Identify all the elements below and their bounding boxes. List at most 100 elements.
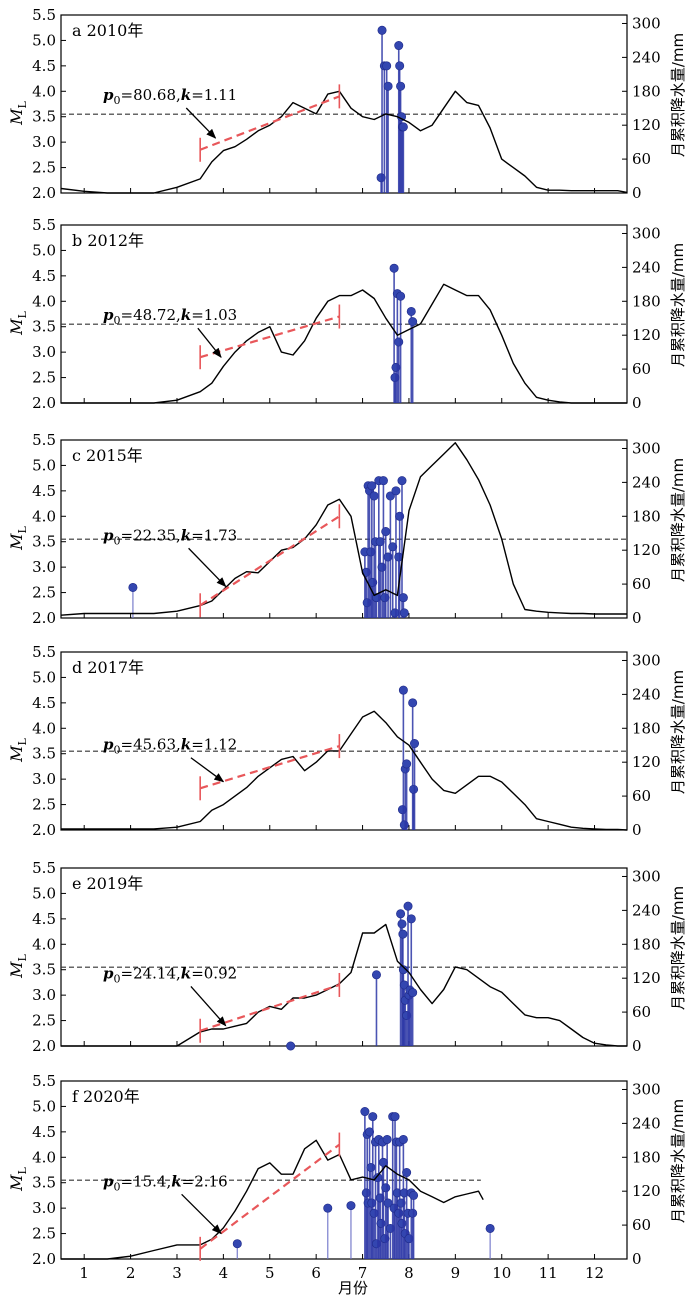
fit-line — [199, 983, 340, 1032]
event-marker — [366, 1162, 376, 1172]
y2-tick-label: 300 — [632, 651, 661, 669]
event-marker — [390, 1112, 400, 1122]
precipitation-line — [61, 710, 628, 831]
panel-frame — [60, 224, 628, 404]
fit-annotation: p0=80.68,k=1.11 — [103, 86, 237, 107]
y2-tick-label: 120 — [632, 116, 661, 134]
y-tick-label: 4.5 — [32, 694, 56, 712]
event-marker — [368, 1112, 378, 1122]
y-axis-label: ML — [7, 953, 29, 978]
y-tick-label: 2.5 — [32, 1225, 56, 1243]
event-marker — [389, 263, 399, 273]
x-tick-label: 6 — [311, 1264, 321, 1282]
event-marker — [369, 491, 379, 501]
event-marker — [397, 919, 407, 929]
event-marker — [396, 909, 406, 919]
panel-c: 2.0 2.5 3.0 3.5 4.0 4.5 5.0 5.5 0 60 120 180 240 300 M… — [7, 431, 687, 627]
annotation-p0-symbol: p — [103, 306, 114, 324]
annotation-arrow — [190, 757, 225, 783]
annotation-p0-value: =24.14, — [121, 964, 181, 982]
y-tick-label: 2.5 — [32, 369, 56, 387]
x-axis-label: 月份 — [338, 1279, 368, 1297]
annotation-k-symbol: k — [181, 964, 191, 982]
y2-axis-label: 月累积降水量/mm — [669, 886, 687, 1010]
annotation-p0-value: =48.72, — [121, 306, 181, 324]
y2-tick-label: 120 — [632, 326, 661, 344]
annotation-arrow — [197, 327, 222, 359]
x-tick-label: 11 — [539, 1264, 558, 1282]
y-tick-label: 3.0 — [32, 133, 56, 151]
y-tick-label: 4.0 — [32, 1148, 56, 1166]
y-tick-label: 3.0 — [32, 1199, 56, 1217]
annotation-p0-sub: 0 — [114, 534, 121, 547]
y-tick-label: 5.0 — [32, 1097, 56, 1115]
y-tick-label: 2.0 — [32, 1037, 56, 1055]
y-tick-label: 3.5 — [32, 745, 56, 763]
event-marker — [394, 337, 404, 347]
annotation-p0-value: =15.4, — [121, 1172, 172, 1190]
event-marker — [346, 1201, 356, 1211]
annotation-k-value: =1.11 — [191, 86, 237, 104]
x-tick-label: 10 — [492, 1264, 511, 1282]
x-tick-label: 1 — [79, 1264, 89, 1282]
y-tick-label: 2.0 — [32, 609, 56, 627]
event-marker — [406, 306, 416, 316]
y2-tick-label: 240 — [632, 258, 661, 276]
event-marker — [286, 1041, 296, 1051]
annotation-p0-sub: 0 — [114, 972, 121, 985]
y2-axis-label: 月累积降水量/mm — [669, 1099, 687, 1223]
y-tick-label: 3.5 — [32, 961, 56, 979]
fit-line — [199, 95, 340, 151]
fit-line — [199, 1143, 341, 1250]
event-marker — [398, 1134, 408, 1144]
y2-tick-label: 60 — [632, 150, 651, 168]
y-tick-label: 4.0 — [32, 507, 56, 525]
fit-line — [199, 745, 340, 790]
event-marker — [397, 476, 407, 486]
y-tick-label: 5.0 — [32, 456, 56, 474]
y-tick-label: 3.0 — [32, 986, 56, 1004]
annotation-arrow — [190, 985, 227, 1027]
y-tick-label: 4.5 — [32, 57, 56, 75]
y2-tick-label: 180 — [632, 1148, 661, 1166]
y2-tick-label: 300 — [632, 867, 661, 885]
event-marker — [371, 970, 381, 980]
y2-tick-label: 120 — [632, 1182, 661, 1200]
panel-b: 2.0 2.5 3.0 3.5 4.0 4.5 5.0 5.5 0 60 120 180 240 300 M… — [7, 216, 687, 412]
y-axis-label-sub: L — [16, 100, 29, 108]
y-tick-label: 3.0 — [32, 770, 56, 788]
y-tick-label: 4.5 — [32, 910, 56, 928]
y-tick-label: 3.5 — [32, 318, 56, 336]
y2-tick-label: 180 — [632, 935, 661, 953]
annotation-p0-symbol: p — [103, 964, 114, 982]
y2-tick-label: 0 — [632, 394, 642, 412]
y2-tick-label: 0 — [632, 1250, 642, 1268]
event-marker — [378, 476, 388, 486]
y-axis-label: ML — [7, 525, 29, 550]
y-tick-label: 5.5 — [32, 1072, 56, 1090]
panel-frame — [60, 14, 628, 194]
event-marker — [408, 317, 418, 327]
event-marker — [365, 1127, 375, 1137]
y-tick-label: 5.0 — [32, 884, 56, 902]
annotation-p0-sub: 0 — [114, 314, 121, 327]
annotation-k-symbol: k — [181, 736, 191, 754]
x-tick-label: 3 — [172, 1264, 182, 1282]
annotation-k-symbol: k — [181, 86, 191, 104]
y-tick-label: 2.5 — [32, 796, 56, 814]
y-tick-label: 2.0 — [32, 184, 56, 202]
annotation-p0-symbol: p — [103, 1172, 114, 1190]
y-axis-label-sub: L — [16, 953, 29, 961]
y-tick-label: 5.0 — [32, 241, 56, 259]
y-tick-label: 3.5 — [32, 108, 56, 126]
event-marker — [385, 491, 395, 501]
event-marker — [409, 784, 419, 794]
panel-title: a 2010年 — [72, 21, 143, 40]
precipitation-line — [61, 283, 627, 404]
y-axis-label: ML — [7, 310, 29, 335]
annotation-k-symbol: k — [181, 306, 191, 324]
panels: 2.02.53.03.54.04.55.05.5060120180240300M… — [7, 6, 687, 1282]
y-tick-label: 4.0 — [32, 935, 56, 953]
y2-tick-label: 120 — [632, 541, 661, 559]
